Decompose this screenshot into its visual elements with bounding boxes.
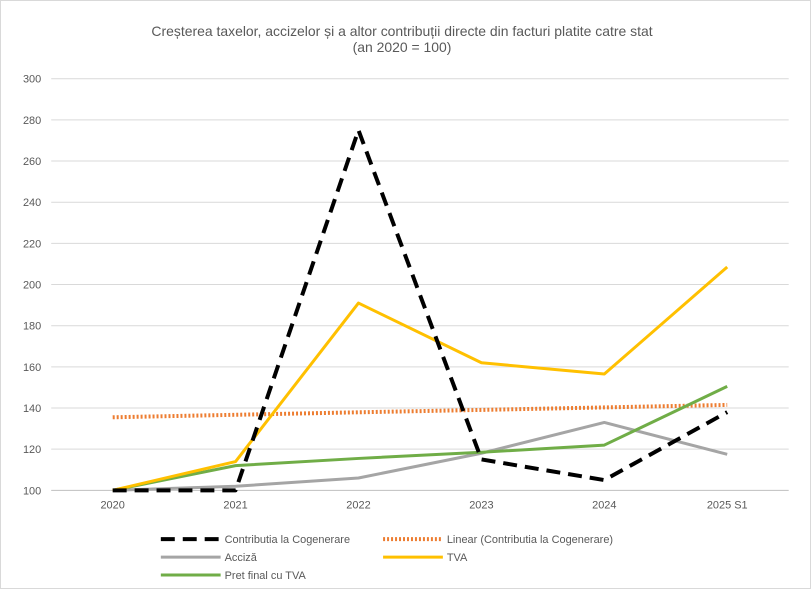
gridlines (51, 78, 789, 491)
y-tick-label: 220 (23, 238, 41, 250)
y-tick-label: 260 (23, 156, 41, 168)
series-line-1 (112, 402, 728, 420)
y-tick-label: 300 (23, 74, 41, 86)
y-tick-label: 180 (23, 321, 41, 333)
legend-label: Contributia la Cogenerare (225, 534, 350, 546)
y-tick-label: 140 (23, 403, 41, 415)
y-axis-ticks: 100 120 140 160 180 200 220 240 260 280 300 (23, 74, 41, 498)
series-line-0 (112, 128, 729, 493)
series-line-2 (112, 420, 728, 492)
x-tick-label: 2024 (592, 499, 616, 511)
y-tick-label: 100 (23, 485, 41, 497)
y-tick-label: 120 (23, 444, 41, 456)
x-tick-label: 2025 S1 (707, 499, 748, 511)
x-tick-label: 2022 (346, 499, 370, 511)
chart-subtitle: (an 2020 = 100) (353, 39, 452, 55)
legend-label: Linear (Contributia la Cogenerare) (447, 534, 613, 546)
y-tick-label: 160 (23, 362, 41, 374)
x-tick-label: 2023 (469, 499, 493, 511)
series-line-3 (112, 265, 729, 492)
series-lines (112, 128, 729, 493)
x-axis-ticks: 2020 2021 2022 2023 2024 2025 S1 (100, 499, 747, 511)
x-tick-label: 2021 (223, 499, 247, 511)
legend-label: Acciză (225, 552, 258, 564)
chart-title: Creșterea taxelor, accizelor și a altor … (151, 23, 652, 39)
legend: Contributia la Cogenerare Linear (Contrib… (160, 534, 613, 582)
legend-label: TVA (447, 552, 468, 564)
y-tick-label: 240 (23, 197, 41, 209)
legend-label: Pret final cu TVA (225, 570, 307, 582)
series-line-4 (112, 385, 728, 492)
y-tick-label: 200 (23, 280, 41, 292)
x-tick-label: 2020 (100, 499, 124, 511)
y-tick-label: 280 (23, 115, 41, 127)
